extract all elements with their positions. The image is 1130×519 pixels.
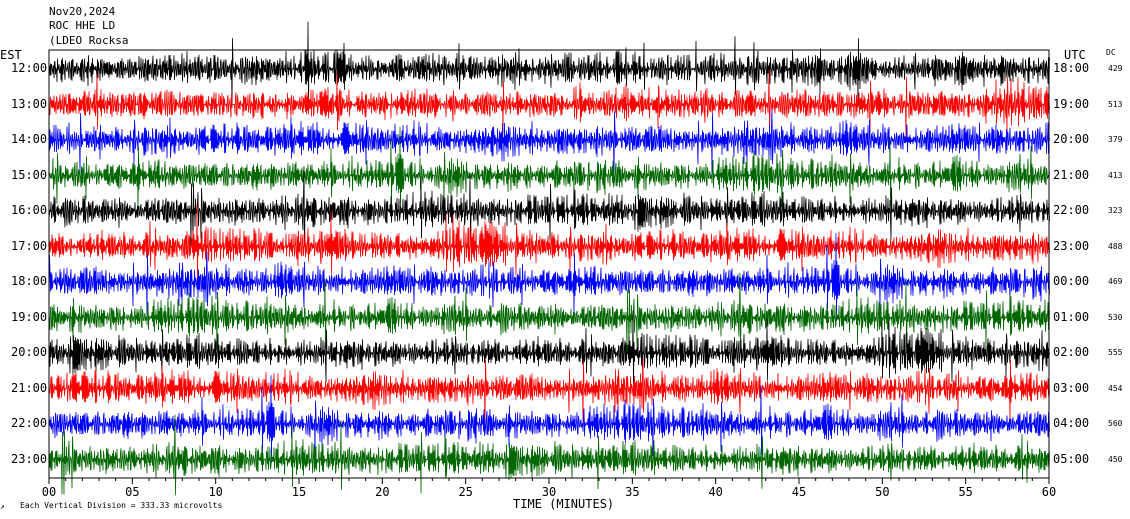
dc-value: 454	[1108, 383, 1123, 393]
dc-value: 379	[1108, 135, 1123, 144]
x-tick-label: 20	[375, 485, 389, 499]
utc-label: 23:00	[1053, 238, 1090, 253]
x-tick-label: 60	[1042, 485, 1056, 499]
dc-header: DC	[1106, 48, 1116, 57]
x-tick-label: 45	[792, 485, 806, 499]
x-tick-group: 00 05 10 15 20 25 30 35 40 45 50 55 60	[42, 478, 1056, 499]
dc-value: 413	[1108, 170, 1123, 180]
utc-label: 01:00	[1053, 309, 1090, 324]
est-label: 14:00	[11, 132, 48, 146]
dc-value: 560	[1108, 419, 1123, 428]
x-tick-label: 30	[542, 485, 556, 499]
est-label: 18:00	[11, 274, 48, 288]
x-tick-label: 55	[958, 485, 972, 499]
trace-1500	[48, 126, 1050, 215]
trace-2100	[48, 358, 1050, 425]
est-label: 15:00	[11, 167, 48, 182]
x-tick-label: 50	[875, 485, 889, 499]
est-label: 13:00	[11, 96, 48, 111]
x-tick-label: 15	[292, 485, 306, 499]
left-timezone-label: EST	[0, 48, 22, 62]
est-label: 17:00	[11, 238, 48, 253]
est-label: 23:00	[11, 451, 48, 466]
utc-label: 00:00	[1053, 274, 1090, 288]
x-tick-label: 10	[208, 485, 222, 499]
est-label: 22:00	[11, 416, 48, 430]
utc-label: 18:00	[1053, 61, 1090, 75]
x-tick-label: 35	[625, 485, 639, 499]
utc-label: 21:00	[1053, 167, 1090, 182]
est-label: 19:00	[11, 309, 48, 324]
dc-value: 530	[1108, 312, 1123, 322]
x-tick-label: 05	[125, 485, 139, 499]
x-tick-label: 25	[458, 485, 472, 499]
trace-1300	[48, 70, 1050, 140]
x-axis-label: TIME (MINUTES)	[513, 497, 615, 511]
est-label: 16:00	[11, 203, 48, 217]
utc-label: 22:00	[1053, 203, 1090, 217]
trace-1800	[48, 233, 1050, 321]
utc-label: 20:00	[1053, 132, 1090, 146]
station-code: ROC HHE LD	[49, 19, 116, 32]
dc-value: 488	[1108, 241, 1123, 251]
dc-value: 450	[1108, 454, 1123, 464]
trace-group	[48, 21, 1050, 496]
utc-label: 19:00	[1053, 96, 1090, 111]
utc-label: 02:00	[1053, 345, 1090, 359]
dc-value: 513	[1108, 99, 1123, 109]
right-timezone-label: UTC	[1064, 48, 1086, 62]
dc-value: 555	[1108, 348, 1123, 357]
trace-1900	[48, 272, 1050, 354]
trace-1600	[48, 166, 1050, 247]
trace-2200	[48, 375, 1050, 463]
trace-1400	[48, 109, 1050, 177]
est-label: 12:00	[11, 61, 48, 75]
trace-2000	[48, 310, 1050, 387]
scale-icon: ↗	[0, 502, 5, 511]
utc-label: 03:00	[1053, 380, 1090, 395]
utc-label: 04:00	[1053, 416, 1090, 430]
utc-label: 05:00	[1053, 451, 1090, 466]
chart-date: Nov20,2024	[49, 5, 116, 18]
trace-1200	[48, 21, 1050, 108]
network-name: (LDEO Rocksa	[49, 34, 129, 47]
scale-note: Each Vertical Division = 333.33 microvol…	[20, 501, 223, 510]
x-tick-label: 00	[42, 485, 56, 499]
est-label: 20:00	[11, 345, 48, 359]
x-tick-label: 40	[708, 485, 722, 499]
dc-value: 469	[1108, 277, 1123, 286]
est-label: 21:00	[11, 380, 48, 395]
trace-1700	[48, 204, 1050, 281]
dc-value: 429	[1108, 64, 1123, 73]
dc-value: 323	[1108, 206, 1123, 215]
trace-2300	[48, 414, 1050, 496]
